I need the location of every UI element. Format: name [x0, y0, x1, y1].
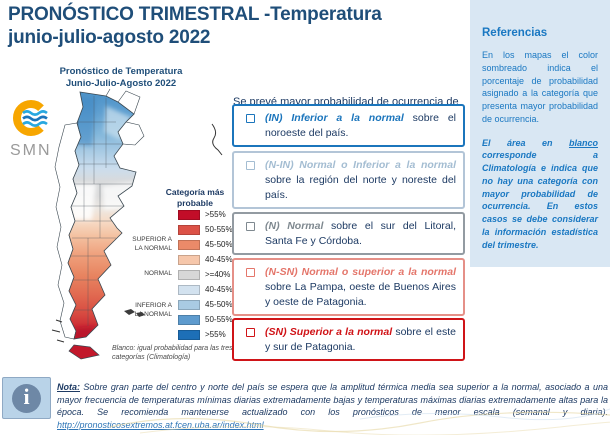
- page-title-line1: PRONÓSTICO TRIMESTRAL -Temperatura: [8, 4, 382, 25]
- argentina-outline: [67, 91, 137, 340]
- legend-row: >55%: [178, 327, 233, 342]
- references-paragraph-2: El área en blanco corresponde a Climatol…: [482, 137, 598, 250]
- legend-group-normal: NORMAL: [144, 270, 172, 277]
- legend-swatch: [178, 239, 200, 250]
- forecast-text: (N-SN) Normal o superior a la normal sob…: [265, 266, 456, 308]
- decorative-contours: [109, 408, 610, 435]
- forecast-text: (N-IN) Normal o Inferior a la normal sob…: [265, 159, 456, 201]
- tierra-del-fuego: [68, 344, 100, 360]
- malvinas-islands: [124, 309, 145, 317]
- note-label: Nota:: [57, 382, 80, 392]
- legend-swatch: [178, 329, 200, 340]
- smn-logo: SMN: [10, 98, 70, 160]
- forecast-box-n-in: (N-IN) Normal o Inferior a la normal sob…: [232, 151, 465, 209]
- legend-row: 50-55%: [178, 312, 233, 327]
- checkbox-icon: [246, 328, 255, 337]
- legend-row: 40-45%: [178, 252, 233, 267]
- legend-swatch: [178, 314, 200, 325]
- uruguay-outline: [122, 121, 145, 146]
- legend-swatch: [178, 269, 200, 280]
- legend-footnote: Blanco: igual probabilidad para las tres…: [112, 345, 233, 362]
- checkbox-icon: [246, 222, 255, 231]
- forecast-category: (N) Normal: [265, 220, 324, 232]
- checkbox-icon: [246, 114, 255, 123]
- paraguay-outline: [105, 88, 141, 115]
- references-paragraph-1: En los mapas el color sombreado indica e…: [482, 50, 598, 124]
- chilean-archipelago: [51, 319, 65, 343]
- page-title: PRONÓSTICO TRIMESTRAL -Temperatura junio…: [8, 3, 438, 49]
- forecast-box-in: (IN) Inferior a la normal sobre el noroe…: [232, 104, 465, 147]
- forecast-text: (IN) Inferior a la normal sobre el noroe…: [265, 112, 456, 139]
- blanco-underline: blanco: [568, 137, 598, 148]
- legend-group-superior: SUPERIOR A LA NORMAL: [132, 236, 172, 252]
- legend-swatch: [178, 299, 200, 310]
- legend-row: 40-45%: [178, 282, 233, 297]
- forecast-category: (SN) Superior a la normal: [265, 326, 393, 338]
- legend: >55% 50-55% 45-50% 40-45% >=40% 40-45% 4…: [178, 207, 233, 342]
- info-icon: i: [2, 377, 51, 419]
- legend-swatch: [178, 284, 200, 295]
- legend-swatch: [178, 224, 200, 235]
- legend-row: 45-50%: [178, 297, 233, 312]
- forecast-text: (SN) Superior a la normal sobre el este …: [265, 326, 456, 353]
- smn-logo-text: SMN: [10, 142, 52, 159]
- checkbox-icon: [246, 268, 255, 277]
- forecast-box-n: (N) Normal sobre el sur del Litoral, San…: [232, 212, 465, 255]
- legend-row: 50-55%: [178, 222, 233, 237]
- forecast-text: (N) Normal sobre el sur del Litoral, San…: [265, 220, 457, 247]
- map-title: Pronóstico de Temperatura Junio-Julio-Ag…: [59, 66, 183, 90]
- legend-group-inferior: INFERIOR A LA NORMAL: [134, 302, 172, 318]
- forecast-category: (N-SN) Normal o superior a la normal: [265, 266, 456, 278]
- argentina-shape: [68, 92, 136, 339]
- forecast-box-n-sn: (N-SN) Normal o superior a la normal sob…: [232, 258, 465, 316]
- forecast-category: (N-IN) Normal o Inferior a la normal: [265, 159, 456, 171]
- argentina-forecast-map: [51, 88, 145, 360]
- extremes-forecast-link[interactable]: http://pronosticosextremos.at.fcen.uba.a…: [57, 419, 264, 430]
- checkbox-icon: [246, 161, 255, 170]
- legend-row: >=40%: [178, 267, 233, 282]
- coastline-fragment: [211, 123, 223, 156]
- references-panel: Referencias En los mapas el color sombre…: [470, 0, 610, 267]
- legend-row: >55%: [178, 207, 233, 222]
- legend-title: Categoría más probable: [165, 187, 225, 208]
- note-text: Nota: Sobre gran parte del centro y nort…: [57, 382, 608, 430]
- legend-swatch: [178, 254, 200, 265]
- info-icon-glyph: i: [12, 383, 41, 413]
- forecast-category: (IN) Inferior a la normal: [265, 112, 404, 124]
- legend-swatch: [178, 209, 200, 220]
- province-borders: [70, 96, 132, 326]
- references-title: Referencias: [482, 27, 548, 39]
- legend-row: 45-50%: [178, 237, 233, 252]
- smn-logo-icon: [13, 100, 49, 136]
- forecast-box-sn: (SN) Superior a la normal sobre el este …: [232, 318, 465, 361]
- page-title-line2: junio-julio-agosto 2022: [8, 27, 211, 49]
